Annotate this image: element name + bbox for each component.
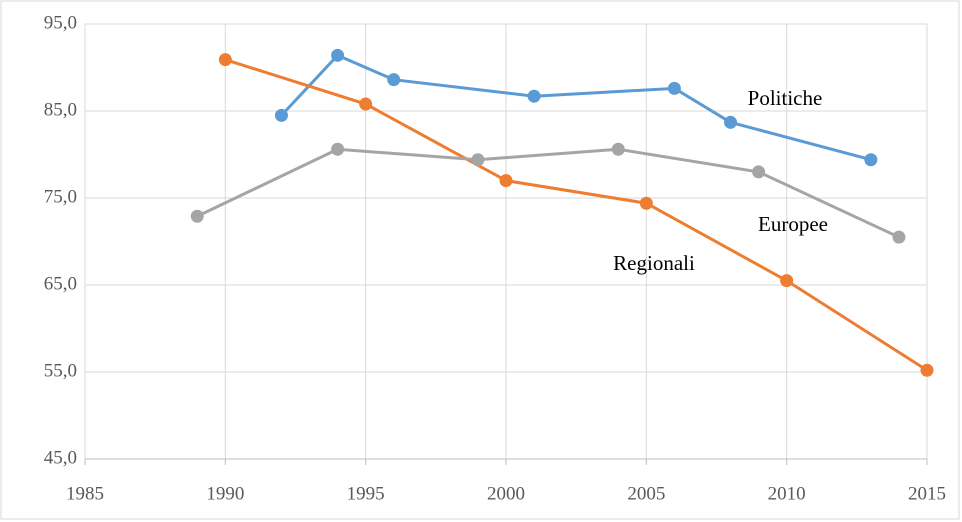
data-point [274, 108, 288, 122]
series-label: Europee [758, 212, 828, 236]
data-point [471, 153, 485, 167]
series-label: Regionali [613, 251, 695, 275]
data-point [892, 230, 906, 244]
data-point [920, 363, 934, 377]
series-label: Politiche [748, 86, 823, 110]
x-tick-label: 2010 [768, 483, 806, 504]
data-point [499, 174, 513, 188]
data-point [639, 196, 653, 210]
y-tick-label: 45,0 [44, 447, 77, 468]
series-line [196, 147, 900, 239]
y-tick-label: 65,0 [44, 273, 77, 294]
x-tick-label: 2005 [627, 483, 665, 504]
y-tick-label: 85,0 [44, 99, 77, 120]
series-line [224, 58, 928, 372]
data-point [387, 73, 401, 87]
data-point [780, 274, 794, 288]
data-point [331, 48, 345, 62]
x-tick-label: 1985 [66, 483, 104, 504]
data-point [752, 165, 766, 179]
data-point [667, 81, 681, 95]
x-tick-label: 1995 [347, 483, 385, 504]
data-point [724, 115, 738, 129]
x-tick-label: 2000 [487, 483, 525, 504]
y-tick-label: 55,0 [44, 360, 77, 381]
y-tick-label: 75,0 [44, 186, 77, 207]
data-point [218, 53, 232, 67]
y-tick-label: 95,0 [44, 12, 77, 33]
data-point [190, 209, 204, 223]
data-point [359, 97, 373, 111]
data-point [527, 89, 541, 103]
x-tick-label: 1990 [206, 483, 244, 504]
data-point [864, 153, 878, 167]
data-point [331, 142, 345, 156]
data-point [611, 142, 625, 156]
x-tick-label: 2015 [908, 483, 946, 504]
